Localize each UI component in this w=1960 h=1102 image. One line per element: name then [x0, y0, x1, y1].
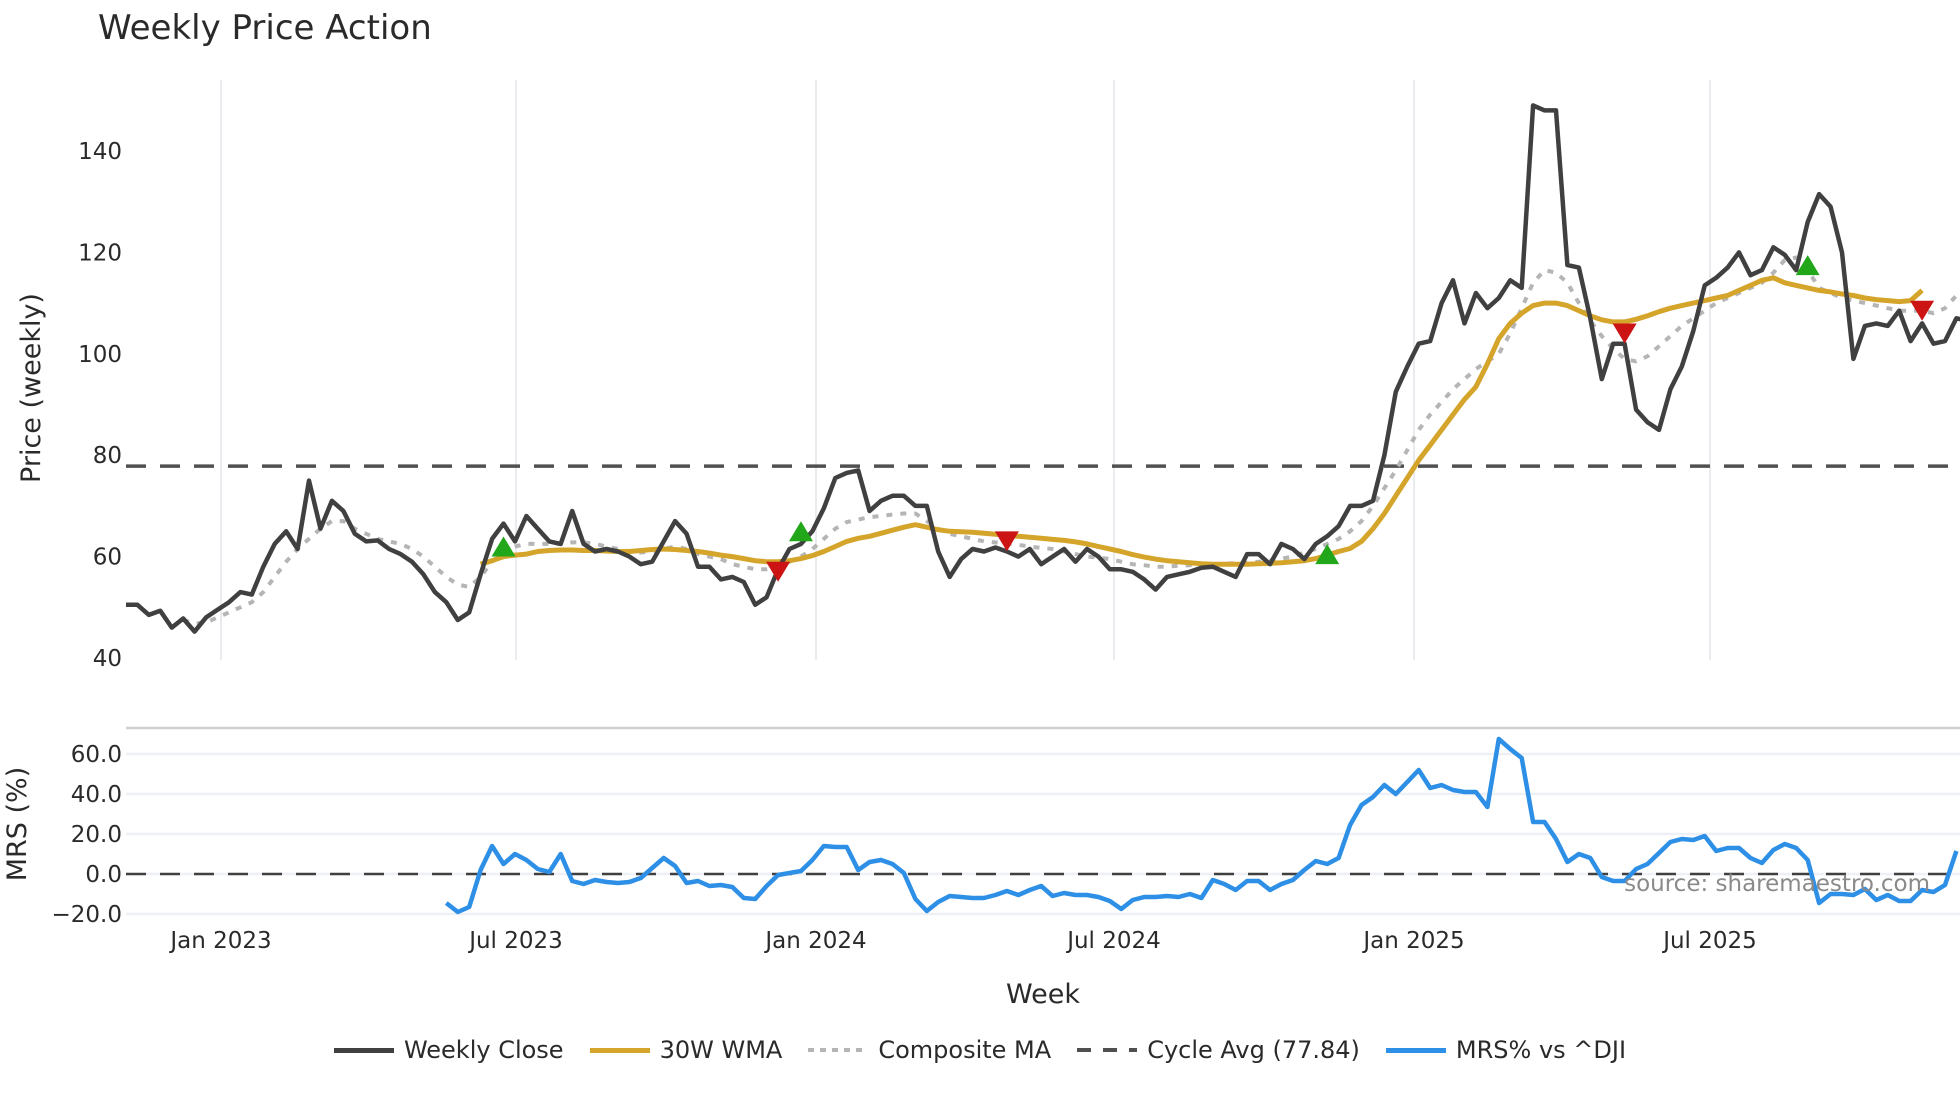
x-tick-label: Jul 2023 — [467, 928, 563, 954]
mrs-tick-label: 0.0 — [85, 862, 122, 888]
legend-swatch-icon — [589, 1047, 650, 1053]
buy-signal-triangle-up-icon — [1315, 544, 1340, 565]
price-tick-label: 40 — [93, 646, 122, 672]
x-tick-label: Jul 2025 — [1661, 928, 1757, 954]
composite-ma-line — [182, 255, 1958, 626]
price-tick-label: 100 — [78, 342, 122, 368]
buy-signal-triangle-up-icon — [788, 521, 813, 542]
price-tick-label: 140 — [78, 139, 122, 165]
mrs-tick-label: −20.0 — [52, 902, 122, 928]
series-layer — [126, 103, 1960, 915]
x-axis-title: Week — [1006, 979, 1080, 1010]
mrs-tick-label: 20.0 — [71, 822, 122, 848]
weekly-close-line — [126, 103, 1960, 634]
legend-swatch-icon — [808, 1048, 869, 1052]
legend-item[interactable]: Composite MA — [808, 1036, 1051, 1064]
price-tick-label: 80 — [93, 443, 122, 469]
sell-signal-triangle-down-icon — [766, 561, 791, 582]
legend-label: Cycle Avg (77.84) — [1147, 1036, 1360, 1064]
gridlines — [126, 80, 1960, 916]
signal-markers — [491, 255, 1935, 582]
price-y-axis-title: Price (weekly) — [16, 293, 47, 483]
mrs-y-axis: −20.0 0.0 20.0 40.0 60.0 — [52, 742, 122, 928]
legend-label: MRS% vs ^DJI — [1455, 1036, 1627, 1064]
buy-signal-triangle-up-icon — [491, 536, 516, 557]
legend-swatch-icon — [1385, 1047, 1446, 1053]
buy-signal-triangle-up-icon — [1795, 255, 1820, 276]
sell-signal-triangle-down-icon — [994, 531, 1019, 552]
legend-item[interactable]: Cycle Avg (77.84) — [1077, 1036, 1360, 1064]
mrs-line — [444, 736, 1959, 915]
legend-label: Composite MA — [878, 1036, 1052, 1064]
x-tick-label: Jan 2024 — [763, 928, 866, 954]
sell-signal-triangle-down-icon — [1612, 323, 1637, 344]
legend-item[interactable]: Weekly Close — [333, 1036, 564, 1064]
legend-label: 30W WMA — [659, 1036, 783, 1064]
price-tick-label: 60 — [93, 545, 122, 571]
mrs-y-axis-title: MRS (%) — [2, 767, 33, 882]
source-watermark: source: sharemaestro.com — [1624, 871, 1930, 897]
x-tick-label: Jan 2023 — [168, 928, 271, 954]
sell-signal-triangle-down-icon — [1910, 300, 1935, 321]
price-tick-label: 120 — [78, 240, 122, 266]
x-tick-label: Jan 2025 — [1361, 928, 1464, 954]
mrs-tick-label: 60.0 — [71, 742, 122, 768]
legend-swatch-icon — [1077, 1048, 1138, 1052]
legend-swatch-icon — [333, 1047, 394, 1053]
legend-label: Weekly Close — [403, 1036, 564, 1064]
mrs-tick-label: 40.0 — [71, 782, 122, 808]
wma-30w-line — [479, 275, 1924, 567]
chart-canvas: 40 60 80 100 120 140 −20.0 0.0 20.0 40.0 60.0 Jan… — [2, 80, 1960, 1010]
legend-item[interactable]: MRS% vs ^DJI — [1385, 1036, 1627, 1064]
x-axis: Jan 2023 Jul 2023 Jan 2024 Jul 2024 Jan 2025… — [168, 928, 1756, 954]
chart-title: Weekly Price Action — [98, 8, 432, 48]
price-y-axis: 40 60 80 100 120 140 — [78, 139, 122, 672]
x-tick-label: Jul 2024 — [1065, 928, 1161, 954]
legend: Weekly Close 30W WMA Composite MA Cycle Avg… — [0, 1036, 1960, 1064]
legend-item[interactable]: 30W WMA — [589, 1036, 783, 1064]
